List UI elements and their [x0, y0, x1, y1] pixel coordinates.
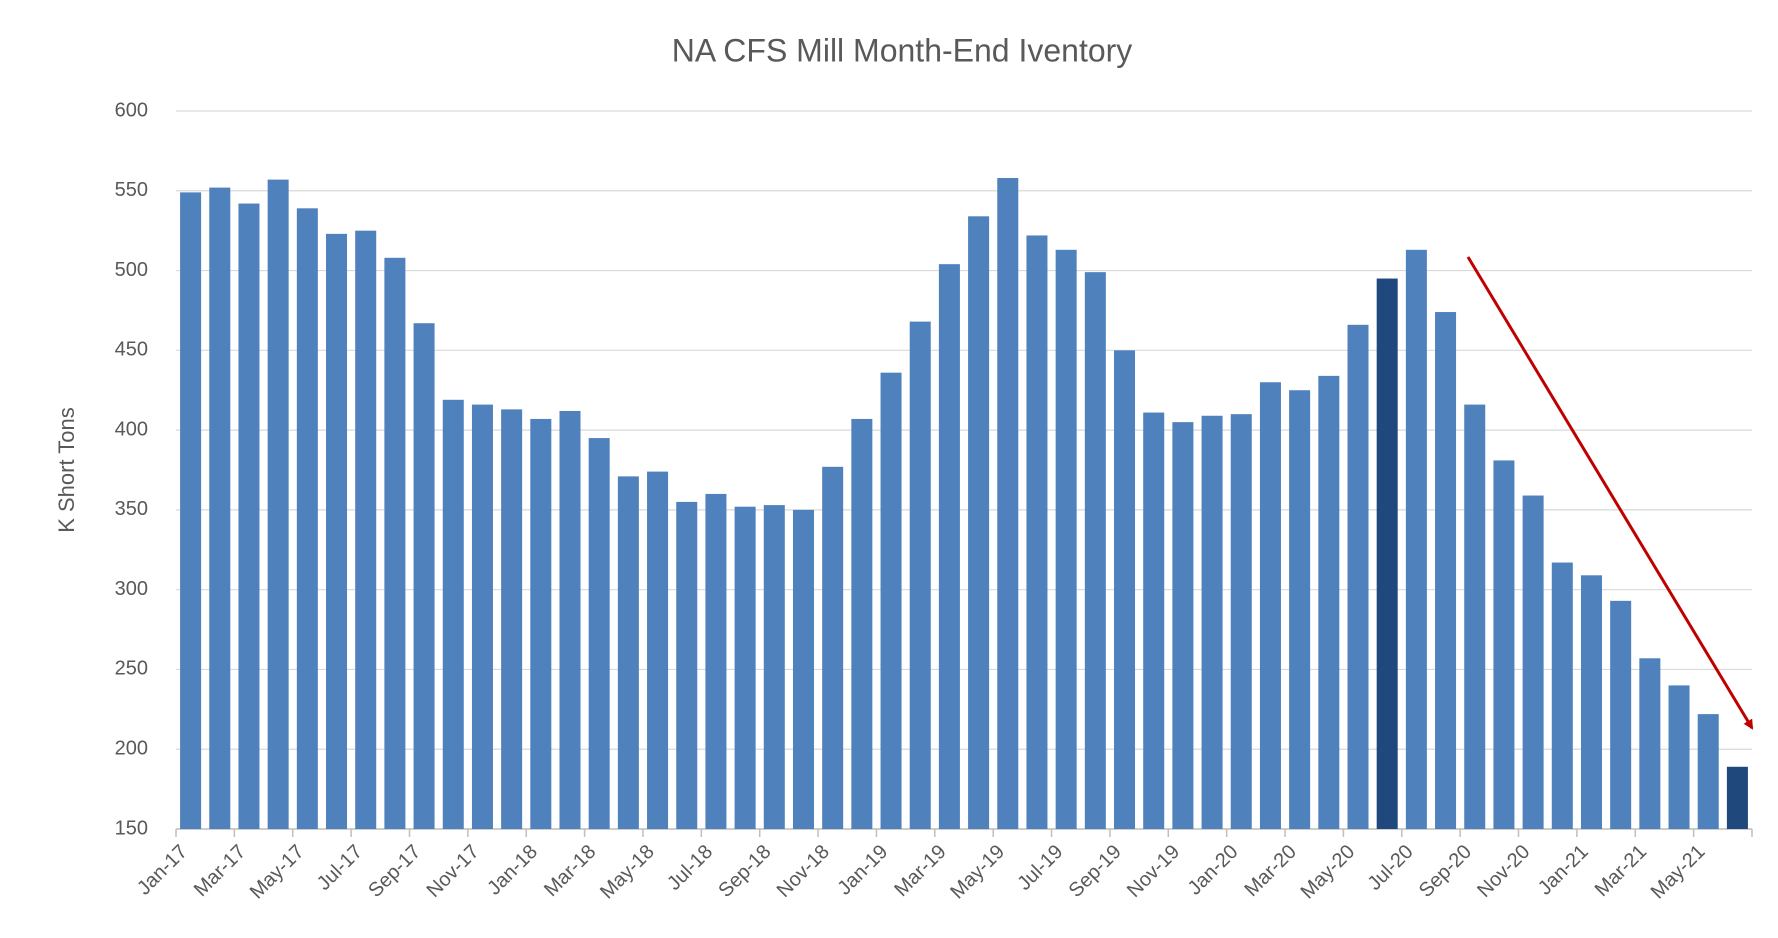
bar	[1143, 412, 1165, 829]
bar	[209, 187, 231, 829]
y-tick-label: 350	[115, 498, 148, 520]
bar	[355, 230, 377, 829]
chart-title: NA CFS Mill Month-End Iventory	[672, 32, 1133, 68]
bar	[676, 501, 698, 829]
bar	[1318, 375, 1340, 829]
bar	[588, 438, 610, 829]
bar	[326, 233, 348, 829]
bar	[822, 466, 844, 829]
bar	[413, 323, 435, 829]
bar	[968, 216, 990, 830]
bar	[1026, 235, 1048, 829]
bar	[763, 505, 785, 829]
y-tick-label: 500	[115, 259, 148, 281]
bar	[1697, 714, 1719, 829]
y-tick-label: 450	[115, 339, 148, 361]
bar	[1464, 404, 1486, 829]
bar	[909, 321, 931, 829]
bar	[1610, 600, 1632, 829]
bar	[180, 192, 202, 829]
bar	[1172, 422, 1194, 829]
bar	[384, 257, 406, 829]
bar	[1259, 382, 1281, 829]
bar	[1114, 350, 1136, 829]
plot-area: 150200250300350400450500550600Jan-17Mar-…	[115, 99, 1753, 903]
bar	[938, 264, 960, 829]
bar	[1376, 278, 1398, 829]
bar	[1201, 415, 1223, 829]
bar	[1435, 312, 1457, 829]
bar	[267, 179, 289, 829]
y-axis-title: K Short Tons	[54, 407, 79, 533]
bar	[997, 178, 1019, 830]
bar	[238, 203, 260, 829]
bar	[1726, 766, 1748, 829]
bar	[1551, 562, 1573, 829]
bar	[647, 471, 669, 829]
bar	[1084, 272, 1106, 829]
bar	[1055, 249, 1077, 829]
bar	[559, 410, 581, 829]
bar	[1639, 658, 1661, 829]
bar	[1580, 575, 1602, 829]
bar	[880, 372, 902, 829]
y-tick-label: 300	[115, 578, 148, 600]
y-tick-label: 200	[115, 738, 148, 760]
bar	[1347, 324, 1369, 829]
bar	[442, 399, 464, 829]
bar	[617, 476, 639, 829]
bar	[296, 208, 318, 830]
bar	[851, 418, 873, 829]
bar	[792, 509, 814, 829]
bar	[1230, 414, 1252, 829]
bar	[734, 506, 756, 829]
bar	[1668, 685, 1690, 829]
trend-arrow	[1466, 256, 1754, 730]
bar	[1405, 249, 1427, 829]
bar	[501, 409, 523, 829]
bar	[705, 493, 727, 829]
y-tick-label: 600	[115, 99, 148, 121]
bar	[1289, 390, 1311, 829]
bar	[471, 404, 493, 829]
y-tick-label: 400	[115, 418, 148, 440]
bar	[1522, 495, 1544, 829]
bar	[530, 418, 552, 829]
bar	[1493, 460, 1515, 829]
y-tick-label: 550	[115, 179, 148, 201]
y-tick-label: 150	[115, 817, 148, 839]
y-tick-label: 250	[115, 658, 148, 680]
